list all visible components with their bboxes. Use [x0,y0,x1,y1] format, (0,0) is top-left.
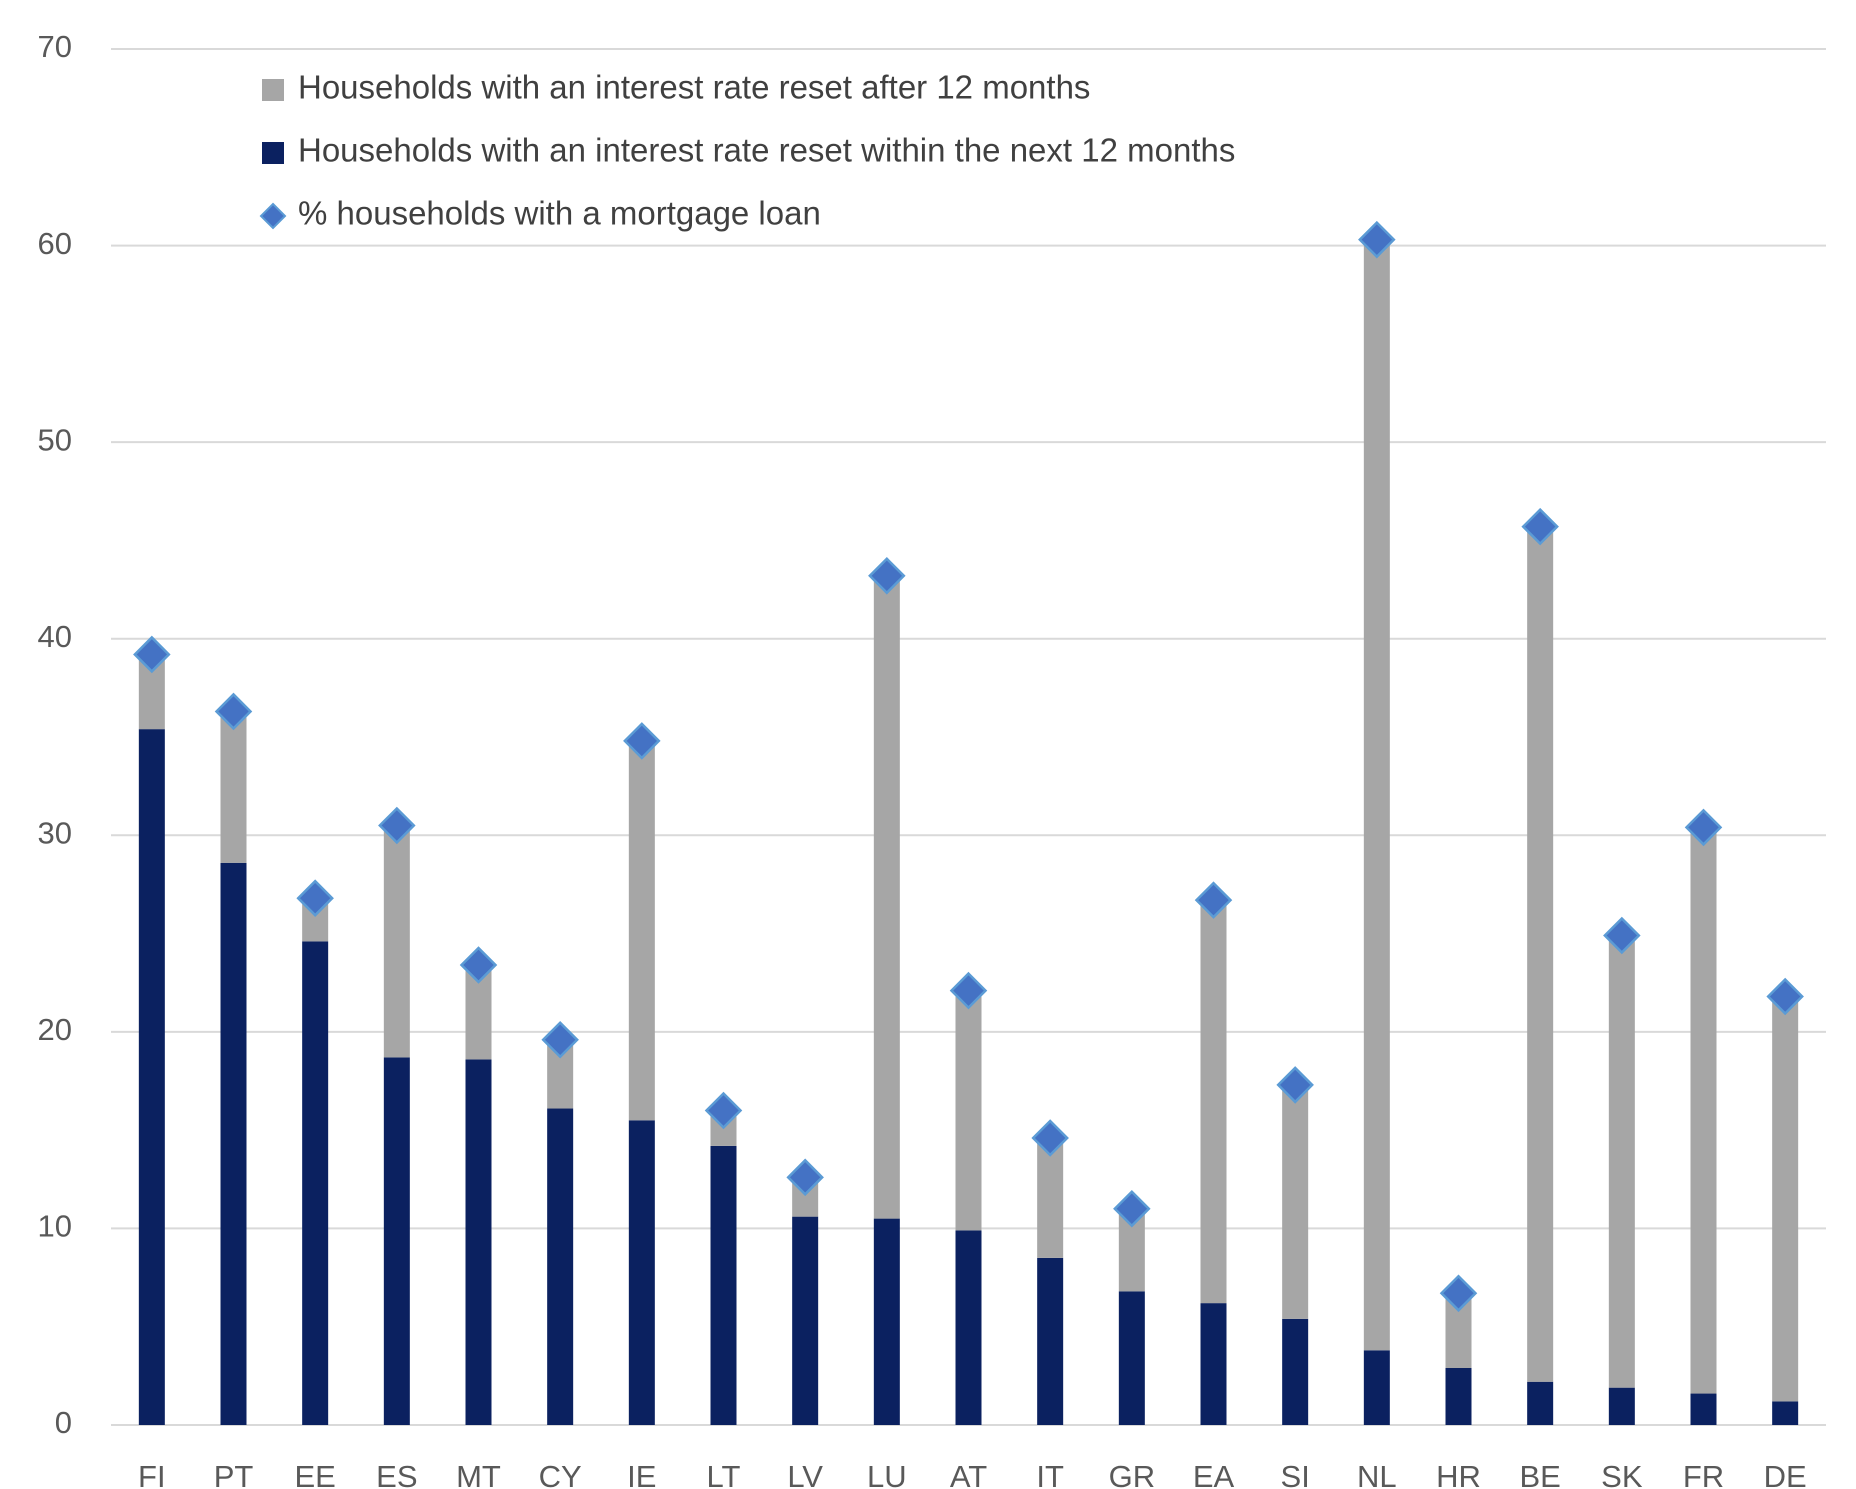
legend-swatch [262,142,284,164]
bar-segment [1772,996,1799,1402]
marker [1439,1274,1478,1313]
legend-label: Households with an interest rate reset w… [298,132,1235,169]
bar-segment [1282,1084,1309,1319]
bar-segment [1200,900,1227,1304]
bar-segment [220,862,247,1425]
marker [378,806,416,845]
x-tick-label: SK [1601,1459,1643,1489]
y-tick-label: 50 [38,422,72,457]
marker [949,971,988,1010]
marker [1194,881,1233,919]
x-tick-label: LV [787,1459,823,1489]
x-tick-label: EE [294,1459,335,1489]
bar-segment [547,1108,574,1425]
bar-segment [955,1230,982,1425]
x-tick-label: DE [1764,1459,1807,1489]
y-tick-label: 40 [38,619,72,654]
marker [1766,977,1804,1016]
bar-segment [628,740,655,1121]
bar-segment [138,729,165,1425]
bar-segment [628,1120,655,1425]
marker [1031,1119,1069,1157]
bar-segment [1690,827,1717,1394]
bar-segment [302,941,329,1425]
x-tick-label: IT [1036,1459,1064,1489]
marker [1684,808,1723,847]
marker [868,557,906,595]
bar-segment [1608,1387,1635,1425]
bar-segment [1363,239,1390,1351]
bar-segment [1772,1401,1799,1425]
bar-segment [383,825,410,1058]
marker [623,722,661,760]
x-tick-label: LU [867,1459,907,1489]
bar-segment [383,1057,410,1425]
x-tick-label: AT [950,1459,987,1489]
marker [296,879,334,917]
x-tick-label: EA [1193,1459,1235,1489]
marker [459,946,498,984]
bar-segment [1200,1303,1227,1425]
bar-segment [1527,526,1554,1382]
bar-segment [1037,1138,1064,1258]
x-tick-label: BE [1519,1459,1560,1489]
bar-segment [1363,1350,1390,1425]
bar-segment [1690,1393,1717,1425]
x-tick-label: HR [1436,1459,1481,1489]
bar-segment [1118,1291,1145,1425]
bar-segment [955,990,982,1231]
y-tick-label: 30 [38,815,72,850]
x-tick-label: GR [1109,1459,1156,1489]
x-tick-label: MT [456,1459,501,1489]
y-tick-label: 20 [38,1012,72,1047]
x-tick-label: IE [627,1459,656,1489]
bar-segment [710,1145,737,1425]
marker [1276,1066,1314,1104]
x-tick-label: ES [376,1459,417,1489]
x-tick-label: NL [1357,1459,1397,1489]
x-tick-label: FI [138,1459,166,1489]
x-tick-label: CY [539,1459,582,1489]
bar-segment [1037,1257,1064,1425]
x-tick-label: FR [1683,1459,1724,1489]
marker [786,1158,824,1197]
x-tick-label: LT [707,1459,741,1489]
bar-segment [873,1218,900,1425]
y-tick-label: 70 [38,29,72,64]
marker [1113,1190,1151,1228]
bar-segment [1527,1381,1554,1425]
marker [133,635,171,674]
bar-segment [792,1216,819,1425]
marker [704,1091,743,1130]
bar-segment [1282,1318,1309,1425]
y-tick-label: 0 [55,1405,72,1440]
x-tick-label: SI [1281,1459,1310,1489]
legend-swatch [262,79,284,101]
bar-segment [873,575,900,1219]
y-tick-label: 60 [38,226,72,261]
x-tick-label: PT [214,1459,254,1489]
legend-label: % households with a mortgage loan [298,195,821,232]
marker [1358,220,1396,259]
bar-segment [465,1059,492,1425]
marker [1521,507,1559,546]
bar-segment [1608,935,1635,1388]
marker [541,1020,579,1059]
legend-swatch [259,202,287,230]
bar-segment [220,711,247,863]
marker [1603,916,1641,955]
bar-segment [1445,1367,1472,1425]
y-tick-label: 10 [38,1209,72,1244]
legend-label: Households with an interest rate reset a… [298,69,1090,106]
marker [214,692,253,731]
